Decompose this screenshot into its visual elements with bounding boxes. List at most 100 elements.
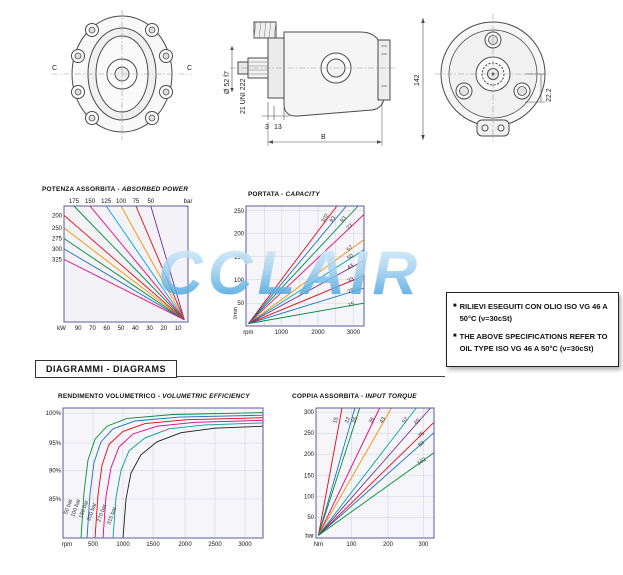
square-bullet-icon: ■ [453, 333, 457, 340]
svg-text:90%: 90% [49, 468, 62, 474]
dim-shaft-diameter: Ø 52 f7 [224, 71, 231, 94]
svg-text:57: 57 [346, 245, 355, 254]
svg-text:125: 125 [101, 199, 112, 205]
capacity-chart: 102 93 83 73 57 50 43 33 25 15 250 200 150 100 50 rpm 10… [222, 198, 372, 340]
svg-text:25: 25 [347, 287, 355, 295]
capacity-title-en: CAPACITY [285, 191, 320, 198]
square-bullet-icon: ■ [453, 303, 457, 309]
svg-text:300: 300 [52, 247, 63, 253]
svg-text:75: 75 [417, 431, 426, 440]
input-torque-title-it: COPPIA ASSORBITA [292, 393, 360, 400]
svg-text:175: 175 [69, 199, 80, 205]
svg-text:3000: 3000 [238, 542, 252, 548]
svg-text:30: 30 [146, 326, 153, 332]
svg-text:50: 50 [118, 326, 125, 332]
svg-text:2000: 2000 [178, 542, 192, 548]
svg-text:2500: 2500 [208, 542, 222, 548]
svg-text:40: 40 [132, 326, 139, 332]
svg-text:90: 90 [75, 326, 82, 332]
note-text-italian: RILIEVI ESEGUITI CON OLIO ISO VG 46 A 50… [459, 302, 608, 323]
svg-text:83: 83 [417, 440, 426, 449]
svg-text:57: 57 [401, 416, 410, 425]
svg-text:93: 93 [329, 215, 337, 223]
svg-text:43: 43 [346, 263, 354, 271]
dim-3: 3 [265, 124, 269, 131]
svg-text:500: 500 [88, 542, 99, 548]
pump-side-section-drawing: Ø 52 f7 21 UNI 222 3 13 B [224, 2, 402, 165]
svg-text:300: 300 [418, 542, 429, 548]
svg-text:200: 200 [234, 232, 245, 238]
svg-text:95%: 95% [49, 441, 62, 447]
note-item-english: ■ THE ABOVE SPECIFICATIONS REFER TO OIL … [453, 331, 612, 354]
svg-text:10: 10 [175, 326, 182, 332]
svg-text:20: 20 [160, 326, 167, 332]
svg-text:250: 250 [304, 431, 315, 437]
svg-text:bar: bar [305, 533, 314, 539]
input-torque-chart: 15 22 25 36 43 57 65 75 83 102 300 250 200 150 100 50 ba… [290, 400, 448, 552]
absorbed-power-chart: 200 250 275 300 325 kW 90 70 60 50 40 30 20 10 175 150 1… [38, 194, 198, 336]
svg-text:kW: kW [57, 326, 66, 332]
svg-text:150: 150 [234, 255, 245, 261]
svg-text:100: 100 [234, 278, 245, 284]
note-item-italian: ■ RILIEVI ESEGUITI CON OLIO ISO VG 46 A … [453, 301, 612, 324]
dim-spline-spec: 21 UNI 222 [240, 78, 247, 114]
diagrams-section-label: DIAGRAMMI - DIAGRAMS [35, 360, 177, 378]
svg-text:Nm: Nm [314, 542, 323, 548]
svg-text:325: 325 [52, 257, 63, 263]
svg-text:102: 102 [416, 457, 427, 467]
capacity-title-it: PORTATA [248, 191, 280, 198]
volumetric-efficiency-title-en: VOLUMETRIC EFFICIENCY [162, 393, 250, 400]
svg-text:22: 22 [344, 416, 352, 424]
svg-text:85%: 85% [49, 497, 62, 503]
svg-text:15: 15 [347, 301, 355, 309]
svg-text:50 bar: 50 bar [63, 498, 74, 515]
absorbed-power-title-en: ABSORBED POWER [121, 186, 189, 193]
volumetric-efficiency-title: RENDIMENTO VOLUMETRICO - VOLUMETRIC EFFI… [58, 393, 250, 400]
absorbed-power-chart-svg: 200 250 275 300 325 kW 90 70 60 50 40 30 20 10 175 150 1… [52, 199, 192, 332]
svg-text:75: 75 [133, 199, 140, 205]
svg-text:70: 70 [89, 326, 96, 332]
svg-text:100%: 100% [46, 411, 62, 417]
pump-side-section-svg: Ø 52 f7 21 UNI 222 3 13 B [224, 21, 396, 146]
volumetric-efficiency-chart: 50 bar 100 bar 150 bar 200 bar 270 bar 315 ba… [33, 400, 271, 552]
pump-rear-view-svg: 142 22.2 [414, 14, 553, 142]
svg-text:1000: 1000 [275, 330, 289, 336]
svg-text:100: 100 [346, 542, 357, 548]
diagrams-rule-line [170, 376, 445, 377]
absorbed-power-title-it: POTENZA ASSORBITA [42, 186, 116, 193]
dim-b: B [321, 134, 326, 141]
svg-text:25: 25 [351, 416, 359, 424]
dim-c-left: C [52, 65, 57, 72]
capacity-title: PORTATA - CAPACITY [248, 191, 320, 198]
dim-142: 142 [414, 74, 421, 86]
svg-text:100: 100 [116, 199, 127, 205]
svg-text:43: 43 [379, 416, 387, 424]
svg-text:l/min: l/min [233, 307, 239, 319]
svg-text:73: 73 [346, 223, 355, 232]
volumetric-efficiency-title-it: RENDIMENTO VOLUMETRICO [58, 393, 156, 400]
note-text-english: THE ABOVE SPECIFICATIONS REFER TO OIL TY… [459, 332, 608, 353]
pump-rear-view-drawing: 142 22.2 [413, 6, 553, 159]
svg-text:100: 100 [304, 494, 315, 500]
dim-c-right: C [187, 65, 192, 72]
svg-text:200: 200 [304, 452, 315, 458]
svg-text:1500: 1500 [146, 542, 160, 548]
absorbed-power-title: POTENZA ASSORBITA - ABSORBED POWER [42, 186, 189, 193]
input-torque-title-en: INPUT TORQUE [365, 393, 417, 400]
dim-13: 13 [274, 124, 282, 131]
svg-text:60: 60 [103, 326, 110, 332]
pump-front-view-drawing: C C [50, 8, 195, 153]
svg-text:200: 200 [383, 542, 394, 548]
pump-front-view-svg: C C [52, 10, 192, 140]
svg-text:102: 102 [320, 213, 330, 224]
oil-spec-note: ■ RILIEVI ESEGUITI CON OLIO ISO VG 46 A … [446, 292, 619, 367]
svg-text:50: 50 [346, 253, 355, 261]
svg-text:50: 50 [237, 301, 244, 307]
dim-22-2: 22.2 [546, 88, 553, 102]
svg-text:50: 50 [307, 515, 314, 521]
svg-text:150: 150 [85, 199, 96, 205]
